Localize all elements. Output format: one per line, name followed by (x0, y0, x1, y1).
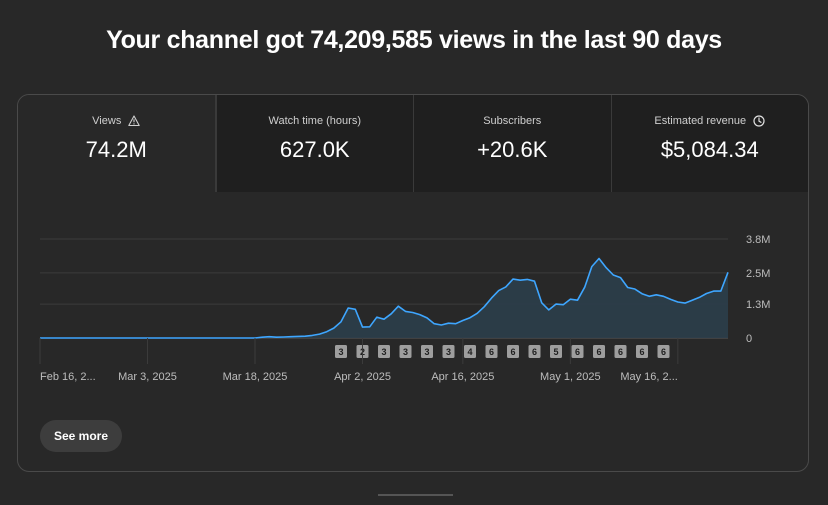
x-tick-label: Apr 16, 2025 (431, 371, 494, 383)
video-marker: 5 (550, 345, 562, 358)
video-marker-label: 3 (403, 347, 408, 357)
video-marker: 6 (593, 345, 605, 358)
video-marker: 3 (335, 345, 347, 358)
video-marker: 3 (442, 345, 455, 358)
tab-revenue[interactable]: Estimated revenue $5,084.34 (610, 95, 808, 192)
video-marker-label: 3 (424, 347, 429, 357)
clock-icon (753, 115, 765, 127)
views-chart: 3.8M2.5M1.3M03233334666566666Feb 16, 2..… (39, 234, 770, 383)
video-marker-label: 6 (489, 347, 494, 357)
video-marker-box (550, 345, 562, 358)
video-marker: 3 (421, 345, 433, 358)
video-marker-label: 4 (467, 347, 472, 357)
video-marker-label: 6 (532, 347, 537, 357)
video-marker-box (657, 345, 670, 358)
video-marker-box (593, 345, 605, 358)
tab-subscribers-value: +20.6K (477, 137, 548, 162)
video-marker: 6 (528, 345, 541, 358)
x-tick-label: Mar 18, 2025 (223, 371, 288, 383)
see-more-button[interactable]: See more (40, 420, 122, 452)
video-marker-box (614, 345, 627, 358)
video-marker-label: 6 (661, 347, 666, 357)
video-marker-box (507, 345, 519, 358)
tab-views-label: Views (92, 115, 122, 127)
video-marker-label: 6 (596, 347, 601, 357)
video-marker-label: 3 (381, 347, 386, 357)
bottom-divider (378, 494, 453, 496)
tab-subscribers-label: Subscribers (483, 115, 542, 127)
video-marker-label: 3 (446, 347, 451, 357)
video-marker: 6 (507, 345, 519, 358)
tab-revenue-label: Estimated revenue (654, 115, 747, 127)
tab-watch-time[interactable]: Watch time (hours) 627.0K (215, 95, 413, 192)
page-headline: Your channel got 74,209,585 views in the… (106, 26, 722, 54)
metric-tabs: Views 74.2M Watch time (hours) 627.0K Su… (18, 95, 808, 192)
video-marker: 3 (378, 345, 390, 358)
video-marker-box (335, 345, 347, 358)
tab-views-value: 74.2M (85, 137, 147, 162)
video-marker-box (636, 345, 648, 358)
y-tick-label: 2.5M (746, 268, 770, 280)
tab-subscribers[interactable]: Subscribers +20.6K (413, 95, 611, 192)
video-marker-box (442, 345, 455, 358)
video-marker-label: 5 (553, 347, 558, 357)
x-tick-label: May 1, 2025 (540, 371, 601, 383)
tab-watch-time-label: Watch time (hours) (268, 115, 361, 127)
video-marker: 6 (657, 345, 670, 358)
video-marker: 6 (571, 345, 584, 358)
warning-icon (128, 115, 141, 127)
video-marker-box (399, 345, 412, 358)
video-marker-box (485, 345, 498, 358)
video-marker-label: 6 (510, 347, 515, 357)
y-tick-label: 3.8M (746, 234, 770, 246)
video-marker-box (571, 345, 584, 358)
video-marker-box (464, 345, 476, 358)
tab-revenue-value: $5,084.34 (660, 137, 759, 162)
x-tick-label: Feb 16, 2... (40, 371, 96, 383)
x-tick-label: May 16, 2... (620, 371, 677, 383)
x-tick-label: Mar 3, 2025 (118, 371, 177, 383)
video-marker: 6 (636, 345, 648, 358)
video-marker: 6 (614, 345, 627, 358)
series-area (40, 258, 728, 338)
tab-watch-time-value: 627.0K (279, 137, 350, 162)
y-tick-label: 0 (746, 333, 752, 345)
video-marker-box (421, 345, 433, 358)
video-marker-label: 6 (618, 347, 623, 357)
video-marker: 4 (464, 345, 476, 358)
video-marker-label: 3 (338, 347, 343, 357)
x-tick-label: Apr 2, 2025 (334, 371, 391, 383)
analytics-card: Views 74.2M Watch time (hours) 627.0K Su… (17, 94, 809, 472)
y-tick-label: 1.3M (746, 299, 770, 311)
video-marker-box (378, 345, 390, 358)
tab-views[interactable]: Views 74.2M (18, 95, 216, 192)
series-line (40, 257, 729, 339)
video-marker: 6 (485, 345, 498, 358)
video-marker: 3 (399, 345, 412, 358)
video-marker-box (528, 345, 541, 358)
video-marker-label: 6 (575, 347, 580, 357)
video-marker-label: 6 (639, 347, 644, 357)
